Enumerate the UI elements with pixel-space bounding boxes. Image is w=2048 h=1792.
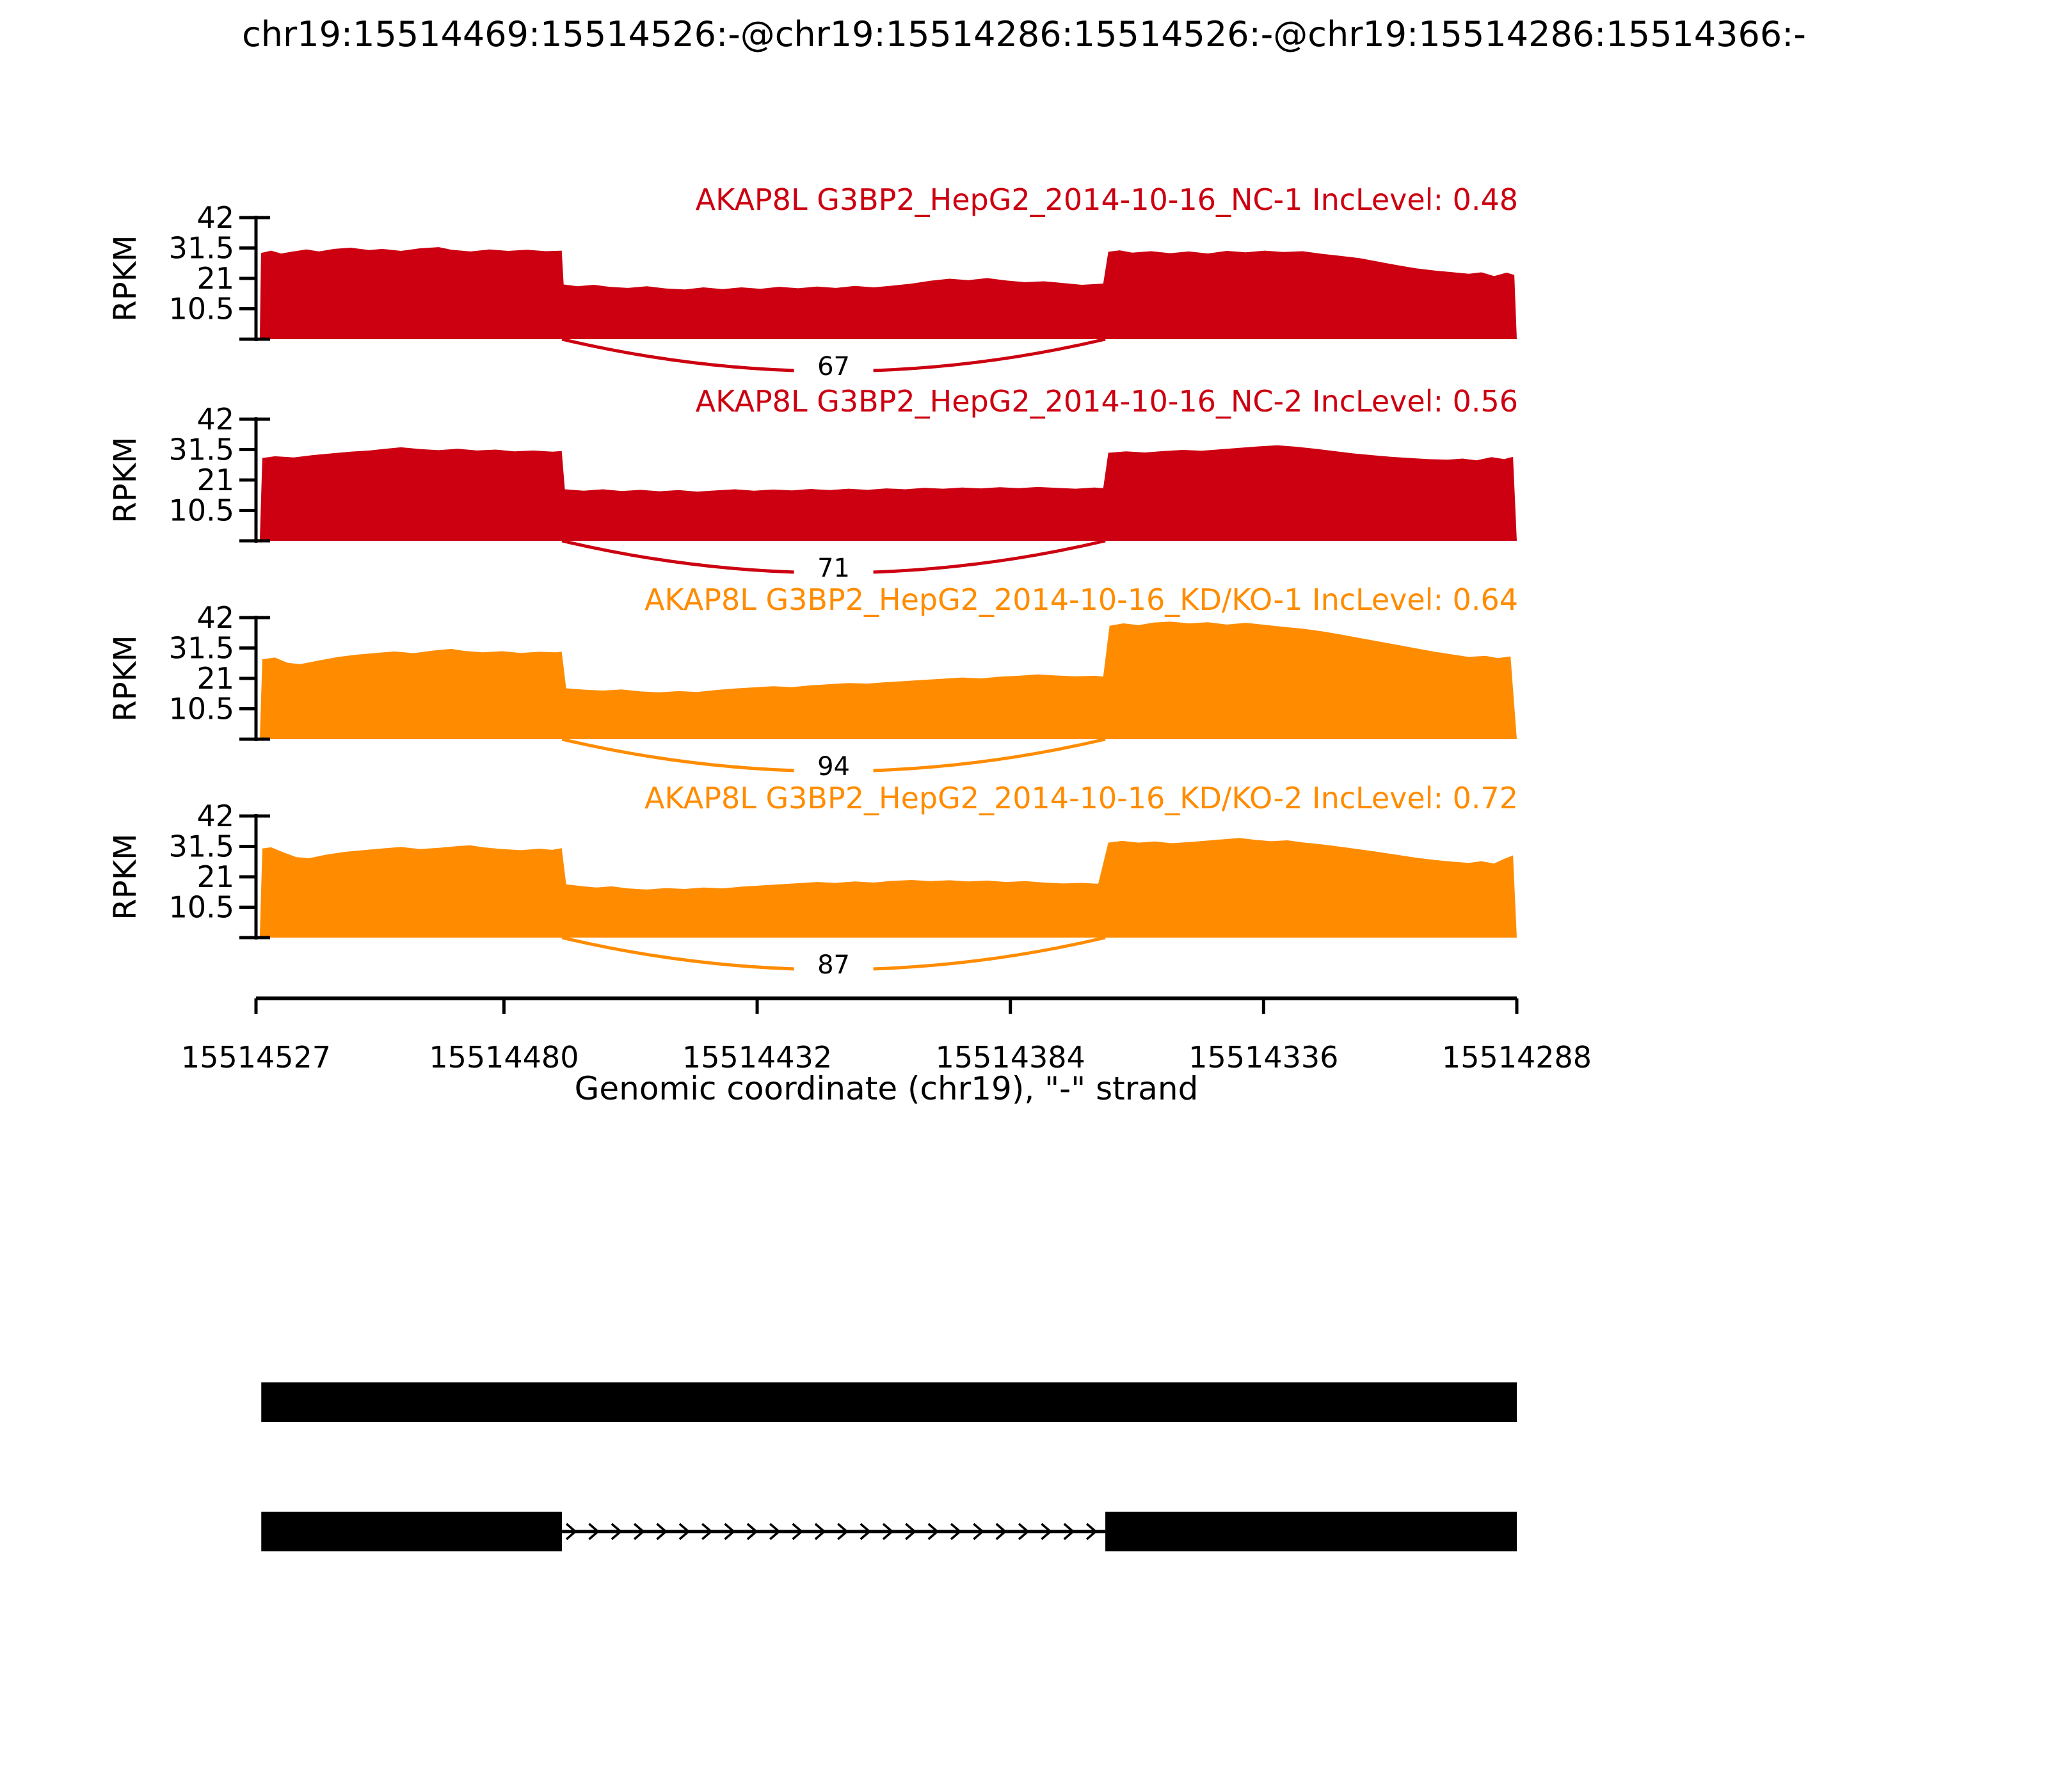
rpkm-axis-label: RPKM — [108, 235, 143, 321]
intron-strand-arrow — [633, 1523, 645, 1540]
coverage-area-track-4 — [259, 838, 1517, 938]
intron-strand-arrow — [1085, 1523, 1098, 1540]
intron-strand-arrow — [950, 1523, 962, 1540]
y-tick-label: 31.5 — [169, 631, 234, 666]
rpkm-axis-label: RPKM — [108, 833, 143, 920]
y-tick-label: 10.5 — [169, 493, 234, 528]
intron-strand-arrow — [656, 1523, 668, 1540]
y-tick-label: 42 — [196, 402, 234, 436]
y-tick-label: 31.5 — [169, 231, 234, 266]
y-tick-label: 42 — [196, 600, 234, 635]
x-tick-label: 15514432 — [682, 1040, 832, 1075]
junction-count-mask — [794, 551, 874, 586]
y-tick-label: 21 — [196, 463, 234, 497]
x-tick-label: 15514480 — [429, 1040, 579, 1075]
intron-strand-arrow — [927, 1523, 940, 1540]
intron-strand-arrow — [814, 1523, 826, 1540]
junction-count-mask — [794, 349, 874, 384]
intron-strand-arrow — [724, 1523, 736, 1540]
intron-strand-arrow — [565, 1523, 577, 1540]
intron-strand-arrow — [701, 1523, 713, 1540]
track-label-3: AKAP8L G3BP2_HepG2_2014-10-16_KD/KO-1 In… — [644, 582, 1518, 617]
track-label-2: AKAP8L G3BP2_HepG2_2014-10-16_NC-2 IncLe… — [696, 384, 1518, 419]
x-axis-label: Genomic coordinate (chr19), "-" strand — [574, 1070, 1199, 1107]
junction-count-mask — [794, 749, 874, 784]
intron-strand-arrow — [995, 1523, 1007, 1540]
x-tick-label: 15514384 — [936, 1040, 1085, 1075]
intron-strand-arrow — [973, 1523, 985, 1540]
junction-count-track-4: 87 — [817, 950, 850, 980]
junction-count-mask — [794, 948, 874, 982]
intron-strand-arrow — [882, 1523, 894, 1540]
intron-strand-arrow — [1041, 1523, 1053, 1540]
intron-strand-arrow — [588, 1523, 600, 1540]
intron-strand-arrow — [792, 1523, 804, 1540]
y-tick-label: 31.5 — [169, 433, 234, 467]
rpkm-axis-label: RPKM — [108, 635, 143, 721]
intron-strand-arrow — [678, 1523, 691, 1540]
x-tick-label: 15514336 — [1188, 1040, 1338, 1075]
intron-strand-arrow — [1018, 1523, 1030, 1540]
gene-model-exon — [1105, 1512, 1517, 1551]
gene-model-exon — [261, 1512, 563, 1551]
y-tick-label: 21 — [196, 860, 234, 894]
intron-strand-arrow — [860, 1523, 872, 1540]
y-tick-label: 10.5 — [169, 292, 234, 326]
coverage-area-track-2 — [259, 445, 1517, 541]
coverage-area-track-1 — [259, 247, 1517, 339]
x-tick-label: 15514527 — [181, 1040, 331, 1075]
y-tick-label: 31.5 — [169, 829, 234, 864]
intron-strand-arrow — [746, 1523, 758, 1540]
gene-model-exon — [261, 1382, 1517, 1422]
intron-strand-arrow — [1063, 1523, 1075, 1540]
junction-count-track-1: 67 — [817, 352, 850, 381]
junction-count-track-2: 71 — [817, 554, 850, 583]
intron-strand-arrow — [611, 1523, 623, 1540]
y-tick-label: 21 — [196, 261, 234, 296]
y-tick-label: 42 — [196, 200, 234, 235]
y-tick-label: 21 — [196, 661, 234, 696]
track-label-1: AKAP8L G3BP2_HepG2_2014-10-16_NC-1 IncLe… — [696, 182, 1518, 217]
intron-strand-arrow — [905, 1523, 916, 1540]
coverage-area-track-3 — [259, 621, 1517, 739]
y-tick-label: 10.5 — [169, 890, 234, 925]
junction-count-track-3: 94 — [817, 752, 850, 781]
y-tick-label: 10.5 — [169, 692, 234, 726]
intron-strand-arrow — [769, 1523, 781, 1540]
rpkm-axis-label: RPKM — [108, 436, 143, 523]
y-tick-label: 42 — [196, 799, 234, 833]
figure-title: chr19:15514469:15514526:-@chr19:15514286… — [242, 14, 1806, 54]
track-label-4: AKAP8L G3BP2_HepG2_2014-10-16_KD/KO-2 In… — [644, 781, 1518, 815]
x-tick-label: 15514288 — [1442, 1040, 1592, 1075]
intron-strand-arrow — [837, 1523, 849, 1540]
